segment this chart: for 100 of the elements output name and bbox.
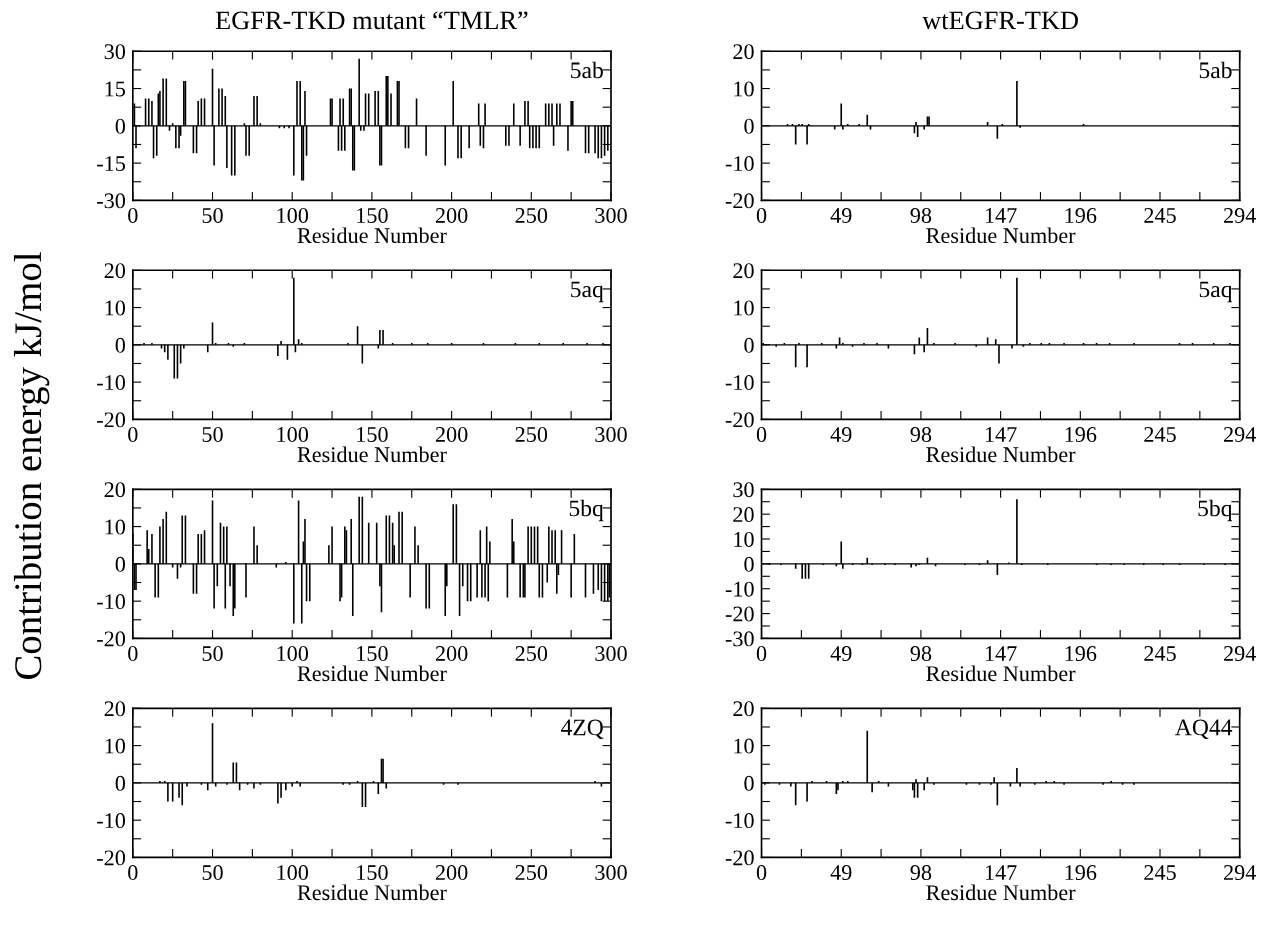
x-tick-label: 50	[202, 646, 223, 661]
x-tick-label: 150	[357, 207, 388, 223]
chart-title: EGFR-TKD mutant “TMLR”	[215, 11, 528, 30]
y-tick-label: 10	[734, 531, 754, 547]
y-tick-label: -20	[725, 193, 754, 209]
x-tick-label: 150	[357, 426, 388, 442]
annotation: 5aq	[1199, 281, 1233, 303]
x-tick-label: 147	[985, 208, 1017, 223]
y-tick-label: 10	[734, 300, 754, 316]
x-tick-label: 200	[435, 426, 468, 442]
x-tick-label: 0	[128, 865, 138, 881]
x-tick-label: 49	[830, 208, 852, 223]
y-tick-label: -20	[97, 412, 126, 428]
x-tick-label: 0	[756, 207, 767, 223]
x-tick-label: 100	[277, 865, 309, 881]
x-axis-title: Residue Number	[926, 665, 1076, 682]
x-tick-label: 196	[1065, 427, 1097, 442]
y-tick-label: 0	[744, 118, 754, 134]
x-tick-label: 196	[1065, 865, 1097, 881]
x-tick-label: 245	[1144, 208, 1176, 223]
y-tick-label: 0	[115, 775, 126, 791]
x-tick-label: 196	[1065, 208, 1097, 223]
x-tick-label: 50	[202, 426, 223, 442]
x-tick-label: 49	[830, 865, 852, 881]
x-tick-label: 200	[435, 865, 468, 881]
y-tick-label: -30	[97, 193, 126, 209]
y-tick-label: 20	[104, 482, 126, 498]
x-tick-label: 0	[128, 426, 138, 442]
y-tick-label: 20	[733, 263, 754, 279]
y-tick-label: -10	[97, 375, 126, 391]
y-tick-label: 10	[734, 81, 754, 97]
y-tick-label: 0	[115, 337, 126, 353]
x-tick-label: 150	[357, 865, 388, 881]
x-tick-label: 150	[357, 646, 388, 661]
x-tick-label: 49	[830, 646, 852, 661]
y-tick-label: -30	[725, 631, 754, 647]
x-tick-label: 98	[910, 646, 932, 661]
x-tick-label: 98	[910, 865, 932, 881]
y-tick-label: 20	[733, 507, 754, 523]
x-tick-label: 196	[1065, 646, 1097, 661]
x-tick-label: 300	[595, 207, 627, 223]
x-tick-label: 294	[1224, 646, 1257, 661]
y-tick-label: -10	[725, 813, 754, 829]
x-tick-label: 98	[910, 207, 932, 223]
y-tick-label: -15	[97, 156, 126, 172]
x-tick-label: 294	[1224, 865, 1257, 881]
y-tick-label: 0	[744, 775, 754, 791]
y-tick-label: 10	[105, 738, 126, 754]
annotation: 5bq	[1198, 499, 1233, 522]
y-tick-label: -20	[725, 850, 754, 866]
y-tick-label: 30	[104, 44, 126, 60]
y-tick-label: 0	[744, 337, 754, 353]
x-tick-label: 250	[515, 865, 548, 881]
x-tick-label: 49	[830, 427, 852, 442]
y-tick-label: -20	[97, 631, 126, 647]
x-tick-label: 300	[595, 426, 627, 442]
x-tick-label: 0	[756, 865, 767, 881]
y-tick-label: -10	[725, 156, 754, 172]
x-tick-label: 0	[128, 207, 138, 223]
x-tick-label: 294	[1224, 427, 1257, 442]
y-tick-label: 0	[115, 118, 126, 134]
x-tick-label: 245	[1144, 865, 1176, 881]
x-tick-label: 300	[595, 865, 627, 881]
x-tick-label: 250	[515, 207, 548, 223]
y-tick-label: 0	[744, 556, 754, 572]
x-tick-label: 147	[985, 646, 1017, 661]
y-tick-label: -10	[97, 594, 126, 610]
x-tick-label: 50	[202, 865, 223, 881]
x-tick-label: 250	[515, 426, 548, 442]
annotation: 4ZQ	[561, 719, 604, 739]
y-tick-label: 20	[104, 263, 126, 279]
y-tick-label: -20	[97, 850, 126, 866]
annotation: 5bq	[569, 499, 604, 522]
annotation: 5aq	[571, 281, 604, 303]
x-tick-label: 200	[435, 207, 468, 223]
x-tick-label: 245	[1144, 427, 1176, 442]
x-tick-label: 300	[595, 646, 627, 661]
x-tick-label: 100	[277, 646, 309, 661]
annotation: AQ44	[1175, 719, 1233, 739]
y-tick-label: -10	[725, 375, 754, 391]
x-axis-title: Residue Number	[926, 227, 1076, 244]
x-axis-title: Residue Number	[297, 227, 447, 244]
y-tick-label: 15	[105, 81, 126, 97]
y-tick-label: 0	[115, 556, 126, 572]
y-tick-label: 10	[734, 738, 754, 754]
x-tick-label: 294	[1224, 208, 1257, 223]
y-tick-label: 20	[104, 701, 126, 717]
chart-title: wtEGFR-TKD	[922, 11, 1078, 30]
x-axis-title: Residue Number	[297, 884, 447, 901]
y-tick-label: 30	[733, 482, 754, 498]
x-tick-label: 147	[985, 865, 1017, 880]
x-tick-label: 250	[515, 646, 548, 661]
y-tick-label: -20	[725, 412, 754, 428]
y-tick-label: 20	[733, 44, 754, 60]
x-tick-label: 200	[435, 646, 468, 661]
x-axis-title: Residue Number	[926, 884, 1076, 901]
y-tick-label: -10	[725, 581, 754, 597]
y-tick-label: -20	[725, 606, 754, 622]
annotation: 5ab	[571, 61, 603, 79]
y-tick-label: 20	[733, 701, 754, 717]
